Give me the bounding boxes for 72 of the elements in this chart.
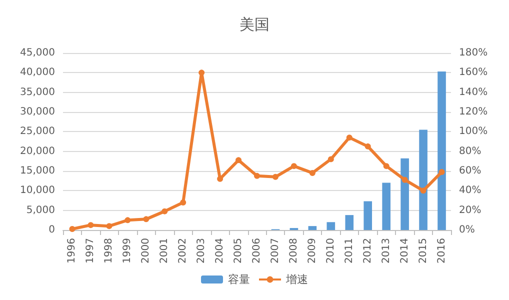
point: [88, 222, 94, 228]
x-tick-label: 2004: [214, 238, 226, 264]
point: [438, 168, 445, 175]
point: [328, 156, 334, 162]
y2-tick-label: 120%: [459, 106, 488, 118]
point: [290, 163, 297, 170]
x-tick-label: 2007: [270, 238, 281, 264]
point: [236, 157, 242, 164]
point: [106, 223, 112, 230]
y2-tick-label: 180%: [459, 48, 488, 58]
y-tick-label: 20,000: [20, 146, 55, 157]
y2-tick-label: 100%: [459, 126, 488, 138]
x-tick-label: 1996: [66, 238, 78, 264]
y-tick-label: 15,000: [20, 166, 55, 176]
x-tick-label: 1999: [122, 238, 134, 264]
legend-label: 增速: [285, 273, 308, 286]
x-tick-label: 2012: [362, 238, 374, 264]
y-tick-label: 5,000: [26, 204, 55, 216]
chart-title: 美国: [240, 16, 270, 34]
bar: [382, 182, 390, 230]
x-tick-label: 2011: [344, 238, 355, 264]
y-tick-label: 0: [48, 224, 55, 236]
x-tick-label: 2014: [399, 238, 410, 264]
x-tick-label: 2015: [418, 238, 429, 264]
point: [420, 188, 426, 194]
x-tick-label: 2002: [178, 238, 189, 264]
legend-label: 容量: [228, 273, 250, 286]
y-tick-label: 45,000: [20, 48, 55, 58]
y-tick-label: 10,000: [20, 185, 55, 196]
bar: [419, 130, 428, 230]
y2-tick-label: 0%: [459, 224, 475, 236]
y2-tick-label: 140%: [459, 86, 488, 98]
point: [198, 70, 205, 76]
x-tick-label: 2003: [196, 238, 208, 264]
y2-tick-label: 80%: [459, 146, 482, 157]
point: [402, 176, 408, 183]
bar: [400, 158, 409, 230]
point: [383, 163, 390, 170]
point: [124, 217, 131, 224]
point: [346, 134, 352, 141]
point: [364, 143, 371, 150]
point: [254, 172, 260, 179]
y2-tick-label: 40%: [459, 185, 482, 196]
point: [309, 170, 316, 176]
bar: [345, 215, 354, 230]
point: [180, 199, 186, 206]
y-tick-label: 30,000: [20, 106, 55, 118]
bar: [364, 201, 372, 230]
y-tick-label: 25,000: [20, 126, 55, 138]
y-tick-label: 40,000: [20, 67, 55, 78]
x-tick-label: 2005: [233, 238, 244, 264]
bar: [326, 222, 336, 230]
bar: [438, 71, 446, 230]
y2-tick-label: 60%: [459, 166, 482, 176]
x-tick-label: 1998: [104, 238, 115, 264]
x-tick-label: 2009: [306, 238, 318, 264]
x-tick-label: 2013: [380, 238, 392, 264]
bar: [308, 226, 317, 230]
x-tick-label: 2006: [252, 238, 262, 264]
y-tick-label: 35,000: [20, 86, 55, 98]
point: [69, 226, 76, 232]
x-tick-label: 2008: [288, 238, 300, 264]
y2-tick-label: 160%: [459, 67, 488, 78]
point: [162, 208, 168, 214]
point: [272, 174, 278, 180]
x-tick-label: 2001: [159, 238, 170, 264]
x-tick-label: 2016: [436, 238, 448, 264]
x-tick-label: 2000: [140, 238, 152, 264]
point: [143, 216, 150, 222]
y2-tick-label: 20%: [459, 204, 482, 216]
x-tick-label: 2010: [325, 238, 336, 264]
x-tick-label: 1997: [85, 238, 96, 264]
